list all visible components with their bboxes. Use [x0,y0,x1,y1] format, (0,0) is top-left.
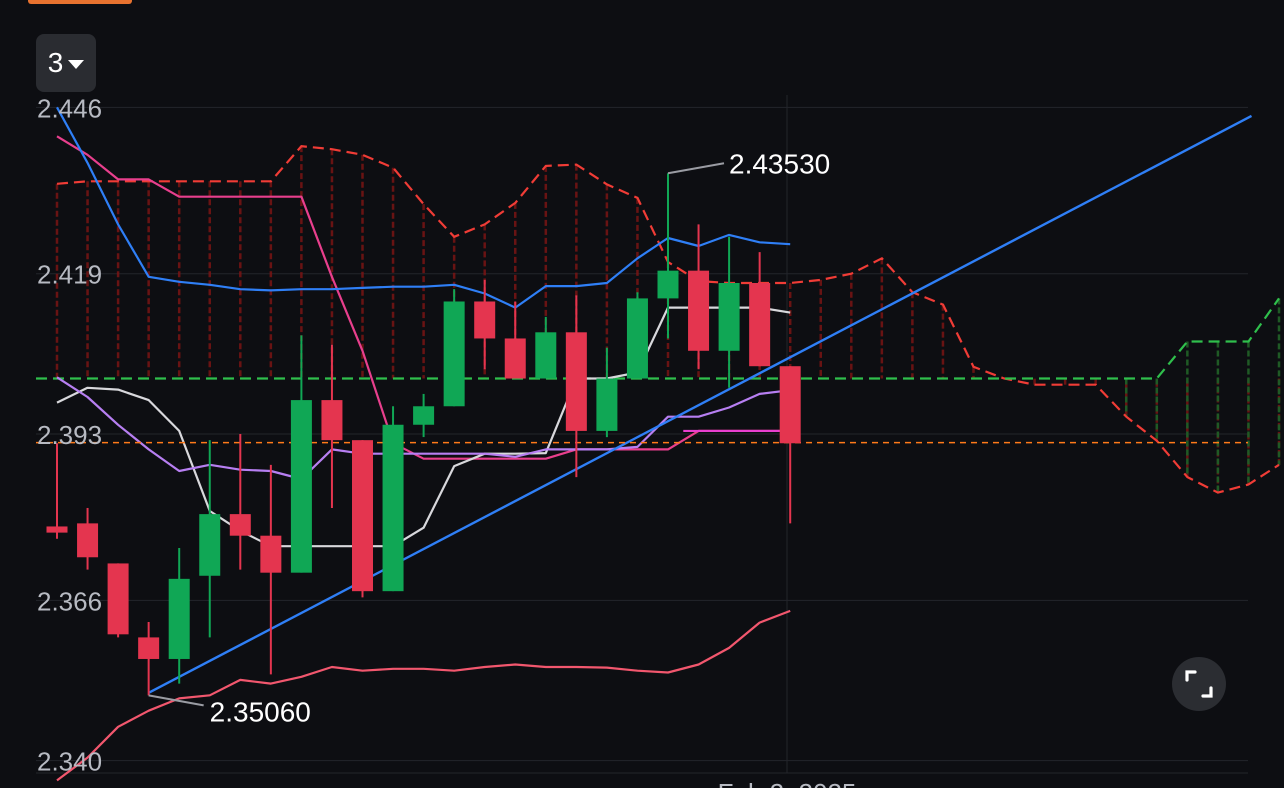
high-leader-line [667,162,725,175]
interval-selector[interactable]: 3 [36,34,96,92]
x-tick-label: Feb 2, 2025 [718,778,857,788]
candle [688,224,710,370]
expand-button[interactable] [1172,657,1226,711]
y-tick-label: 2.446 [37,93,102,123]
interval-value: 3 [47,47,64,78]
candle [657,173,679,339]
indicator-lines [36,106,1253,782]
candle-body [504,338,526,379]
y-tick-label: 2.340 [37,747,102,777]
candle [718,236,740,388]
candle [290,335,312,573]
candle-body [443,301,465,407]
candle-body [657,270,679,299]
candle [46,443,68,539]
candle-body [718,282,740,351]
candle [626,292,648,379]
candle-body [779,366,801,444]
candle [229,434,251,570]
y-tick-label: 2.366 [37,586,102,616]
candle [260,464,282,675]
candle-body [749,282,771,367]
candle-body [688,270,710,351]
candle-body [596,378,618,431]
candle-body [199,514,221,576]
candle-body [107,563,129,635]
y-tick-label: 2.393 [37,420,102,450]
candle-body [321,400,343,441]
low-price-label: 2.35060 [210,696,311,727]
candle [413,393,435,438]
y-tick-label: 2.419 [37,260,102,290]
high-price-label: 2.43530 [729,148,830,179]
candle [474,279,496,370]
candle [779,366,801,524]
candle [749,252,771,367]
candle-body [382,424,404,592]
candle [168,548,190,684]
kijun-line [56,135,791,460]
candle [352,440,373,598]
candle-body [535,332,557,379]
candle-body [413,406,435,425]
bollinger-lower-line [56,609,791,782]
candle [382,406,404,592]
candle [77,507,99,570]
candle [321,344,343,508]
candle [107,563,129,638]
candle [443,289,465,407]
expand-icon [1185,670,1213,698]
candle [565,295,587,478]
candle-body [46,526,68,533]
candle-body [229,514,251,536]
trendline [148,114,1253,694]
candle-body [474,301,496,339]
candle-body [260,535,282,573]
low-leader-line [148,694,204,707]
caret-down-icon [68,59,85,69]
candle-body [626,298,648,379]
candle [138,621,160,696]
candle-body [138,637,160,659]
top-accent-bar [28,0,132,4]
candles [46,173,801,696]
candle-body [77,523,99,558]
candle-body [565,332,587,431]
candle [535,316,557,379]
price-annotations: 2.43530 2.35060 [148,148,830,727]
candle [504,301,526,379]
candle-body [168,578,190,659]
cloud-base-line [36,297,1280,380]
grid-lines [36,95,1248,774]
candle [596,347,618,438]
candle-body [352,440,373,592]
price-axis: 2.446 2.419 2.393 2.366 2.340 Feb 2, 2025 [37,93,856,788]
candle [199,440,221,638]
tenkan-line [56,376,791,481]
candle-body [290,400,312,573]
